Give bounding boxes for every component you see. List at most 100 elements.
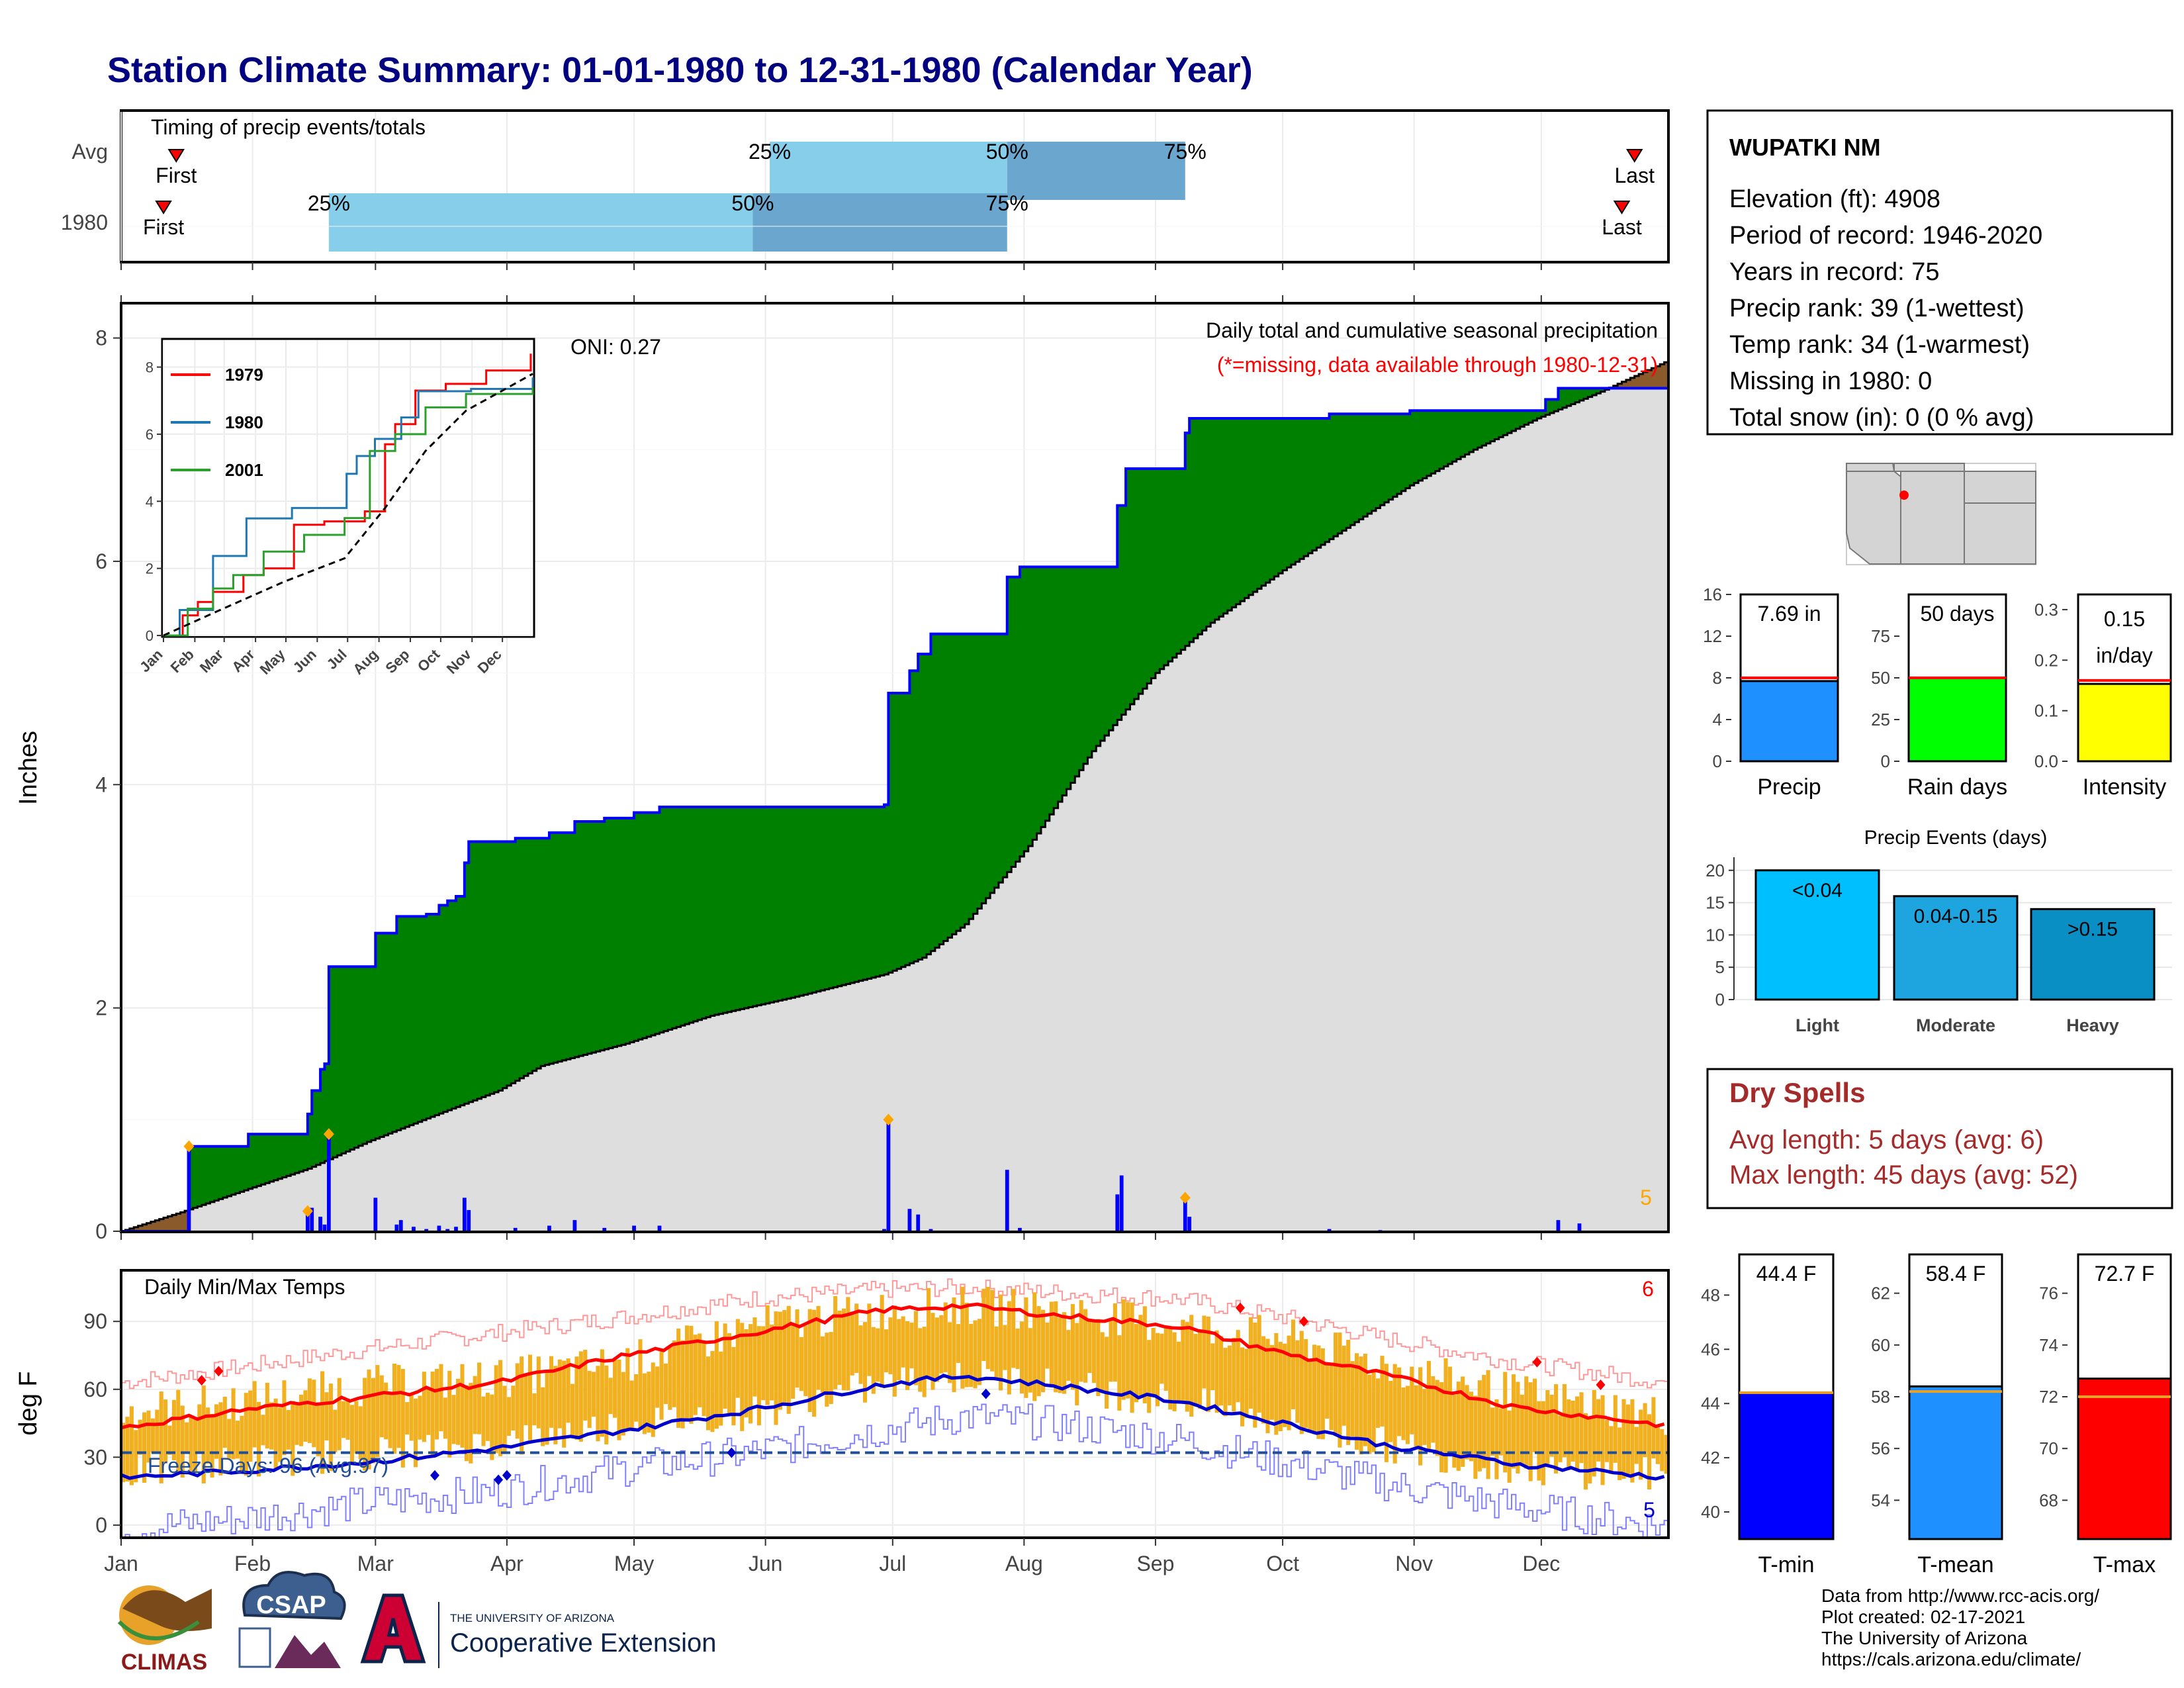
csap-logo-bars xyxy=(238,1627,271,1668)
temp-range-bar xyxy=(557,1359,562,1429)
temp-range-bar xyxy=(430,1371,435,1458)
temp-range-bar xyxy=(570,1383,575,1436)
temp-range-bar xyxy=(659,1351,664,1420)
temp-range-bar xyxy=(150,1418,155,1453)
temp-range-bar xyxy=(600,1349,604,1437)
record-low-marker xyxy=(981,1388,991,1399)
temp-range-bar xyxy=(862,1322,868,1403)
inset-line-1979 xyxy=(163,353,532,637)
temp-range-bar xyxy=(1142,1306,1147,1403)
timing-panel: 25% 50% 75% First Last 25% 50% 75% First Last Tim… xyxy=(61,109,1670,270)
temp-t-max-tick-label: 70 xyxy=(2039,1438,2058,1458)
climas-logo-swirl xyxy=(122,1589,212,1631)
precip-tick-label: 6 xyxy=(95,549,107,573)
temp-range-bar xyxy=(1126,1302,1130,1399)
temp-range-bar xyxy=(1621,1399,1626,1479)
temp-t-min-bar xyxy=(1738,1391,1835,1540)
temp-range-bar xyxy=(964,1303,969,1387)
temp-range-bar xyxy=(1630,1399,1635,1483)
events-tick-label: 0 xyxy=(1715,990,1725,1009)
temp-range-bar xyxy=(990,1289,995,1372)
temp-range-bar xyxy=(714,1321,719,1429)
temp-range-bar xyxy=(1087,1320,1092,1374)
temp-range-bar xyxy=(1596,1399,1601,1462)
temp-range-bar xyxy=(273,1398,278,1470)
precip-daily-bar xyxy=(467,1209,471,1231)
csap-logo[interactable]: CSAP xyxy=(238,1571,346,1668)
temp-range-bar xyxy=(774,1311,778,1425)
temp-range-bar xyxy=(176,1389,181,1474)
temp-range-bar xyxy=(282,1380,287,1456)
precip-daily-bar xyxy=(1115,1194,1120,1231)
temp-range-bar xyxy=(1003,1325,1007,1370)
temp-range-bar xyxy=(1193,1334,1198,1407)
precip-normal-area xyxy=(121,360,1668,1231)
temp-range-bar xyxy=(439,1364,443,1432)
temp-range-bar xyxy=(1075,1323,1079,1406)
temp-range-bar xyxy=(1172,1332,1177,1411)
temp-range-bar xyxy=(235,1421,240,1459)
temp-range-bar xyxy=(197,1404,202,1452)
precip-panel-subtitle: (*=missing, data available through 1980-… xyxy=(1217,353,1658,377)
precip-normal-edge-line xyxy=(121,360,1668,1232)
precip-daily-bar xyxy=(572,1220,577,1231)
temp-range-bar xyxy=(939,1315,944,1374)
precip-daily-bar xyxy=(1005,1170,1009,1231)
temp-range-bar xyxy=(858,1325,863,1384)
temp-panel-title: Daily Min/Max Temps xyxy=(144,1275,345,1299)
temp-range-bar xyxy=(854,1303,859,1374)
temp-range-bar xyxy=(256,1401,261,1477)
temp-t-min-tick-label: 48 xyxy=(1701,1285,1720,1305)
precip-y-axis: 0 2 4 6 8 xyxy=(95,326,121,1243)
temp-range-bar xyxy=(201,1385,206,1483)
temp-tick-label: 60 xyxy=(83,1378,107,1401)
summary-intensity-bar xyxy=(2077,682,2172,763)
temp-range-bar xyxy=(1359,1356,1363,1455)
temp-range-bar xyxy=(727,1333,732,1414)
events-bar-label: >0.15 xyxy=(2068,918,2118,940)
precip-daily-bar xyxy=(1577,1223,1582,1231)
temp-range-bar xyxy=(1066,1330,1071,1381)
temp-range-bar xyxy=(511,1385,516,1431)
temp-range-bar xyxy=(1197,1330,1203,1409)
temp-range-bar xyxy=(485,1392,490,1441)
timing-p25-label: 25% xyxy=(749,140,791,164)
temp-t-max-tick-label: 76 xyxy=(2039,1284,2058,1303)
temp-range-bar xyxy=(345,1399,350,1440)
temp-range-bar xyxy=(1117,1335,1122,1411)
month-label: Apr xyxy=(490,1552,523,1575)
temp-range-bar xyxy=(752,1317,757,1397)
station-info-line: Missing in 1980: 0 xyxy=(1729,367,1932,395)
temp-range-bar xyxy=(303,1390,308,1442)
temp-range-bar xyxy=(1147,1340,1152,1413)
legend-2001-label: 2001 xyxy=(225,460,263,480)
precip-daily-bar xyxy=(454,1227,458,1231)
temp-range-bar xyxy=(363,1378,367,1471)
events-category-label: Heavy xyxy=(2066,1015,2119,1035)
temp-range-bar xyxy=(663,1363,668,1405)
station-location-dot xyxy=(1899,491,1909,500)
climas-logo[interactable]: CLIMAS xyxy=(117,1585,212,1675)
ua-logo[interactable]: THE UNIVERSITY OF ARIZONA Cooperative Ex… xyxy=(360,1593,716,1668)
precip-daily-bar xyxy=(1187,1217,1192,1231)
inset-tick-label-y: 8 xyxy=(146,359,154,376)
temp-range-bar xyxy=(693,1335,698,1415)
summary-precip-category-label: Precip xyxy=(1757,774,1821,800)
temp-range-bar xyxy=(1401,1387,1406,1440)
temp-range-bar xyxy=(1392,1364,1397,1464)
temp-range-bar xyxy=(1007,1301,1011,1395)
temp-range-bar xyxy=(676,1329,681,1428)
precip-extreme-marker xyxy=(302,1205,313,1217)
temp-range-bar xyxy=(1299,1331,1304,1434)
temp-range-bar xyxy=(744,1329,749,1418)
temp-range-bar xyxy=(1236,1330,1240,1403)
temp-range-bar xyxy=(638,1339,643,1430)
temp-range-bar xyxy=(1575,1396,1580,1470)
temp-range-bar xyxy=(1130,1302,1134,1413)
temp-range-bar xyxy=(418,1395,422,1440)
temp-range-bar xyxy=(1320,1348,1325,1440)
temp-range-bar xyxy=(566,1358,570,1423)
record-high-marker xyxy=(1299,1316,1309,1327)
temp-range-bar xyxy=(1503,1372,1508,1473)
temp-range-bar xyxy=(447,1370,452,1458)
